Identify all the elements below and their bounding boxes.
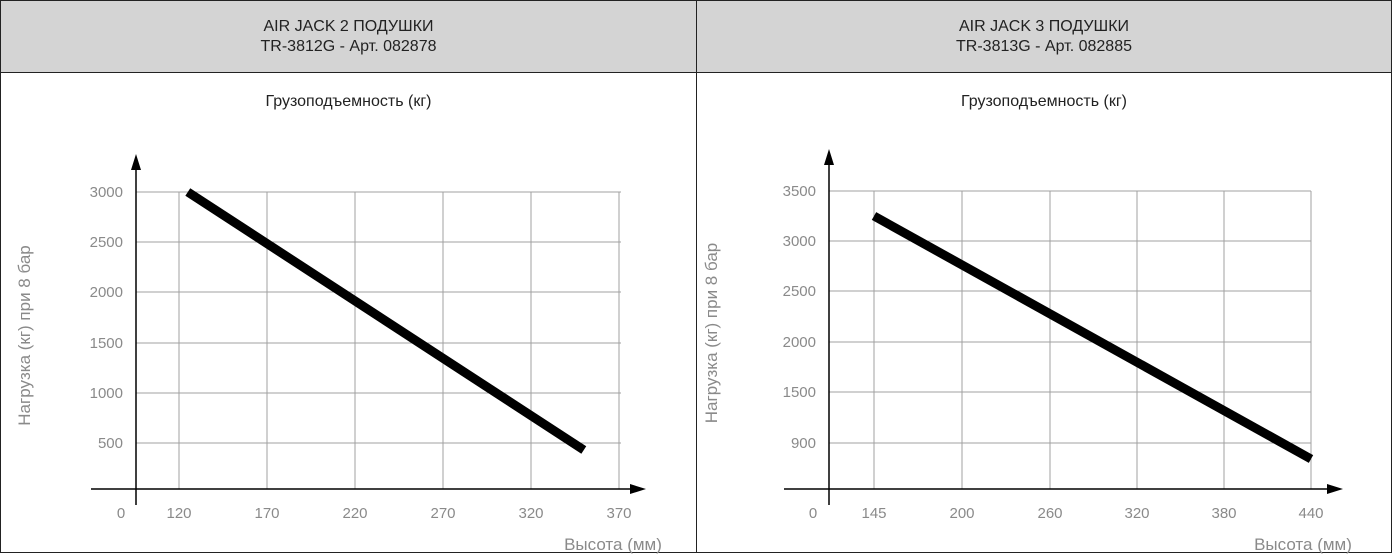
panel-header: AIR JACK 3 ПОДУШКИ TR-3813G - Арт. 08288… bbox=[697, 1, 1391, 73]
series-line bbox=[185, 188, 587, 454]
series-line bbox=[871, 212, 1314, 463]
x-tick-label: 370 bbox=[606, 505, 631, 522]
x-tick-label: 440 bbox=[1298, 505, 1323, 522]
y-axis-arrow-icon bbox=[824, 149, 834, 165]
chart-subtitle: Грузоподъемность (кг) bbox=[961, 93, 1127, 110]
y-axis-arrow-icon bbox=[131, 154, 141, 170]
x-tick-label: 320 bbox=[518, 505, 543, 522]
y-tick-label: 3500 bbox=[783, 183, 816, 200]
x-axis-arrow-icon bbox=[1327, 484, 1343, 494]
x-axis-arrow-icon bbox=[630, 484, 646, 494]
x-origin-label: 0 bbox=[809, 505, 817, 522]
x-tick-label: 270 bbox=[430, 505, 455, 522]
x-tick-label: 120 bbox=[166, 505, 191, 522]
x-axis-label: Высота (мм) bbox=[1254, 535, 1352, 554]
panel-title: AIR JACK 2 ПОДУШКИ bbox=[263, 17, 434, 35]
y-tick-label: 2500 bbox=[90, 234, 123, 251]
y-tick-label: 2000 bbox=[90, 284, 123, 301]
x-tick-label: 170 bbox=[254, 505, 279, 522]
chart-right: 145 200 260 320 380 440 0 900 1500 2000 2500 3000 35… bbox=[702, 149, 1352, 554]
x-tick-label: 200 bbox=[949, 505, 974, 522]
x-tick-label: 145 bbox=[861, 505, 886, 522]
panel-left: AIR JACK 2 ПОДУШКИ TR-3812G - Арт. 08287… bbox=[1, 1, 696, 554]
chart-subtitle: Грузоподъемность (кг) bbox=[265, 93, 432, 110]
panel-right: AIR JACK 3 ПОДУШКИ TR-3813G - Арт. 08288… bbox=[696, 1, 1391, 554]
panel-header: AIR JACK 2 ПОДУШКИ TR-3812G - Арт. 08287… bbox=[1, 1, 696, 73]
y-tick-label: 3000 bbox=[783, 233, 816, 250]
y-tick-label: 900 bbox=[791, 435, 816, 452]
x-tick-label: 320 bbox=[1124, 505, 1149, 522]
y-tick-label: 1500 bbox=[90, 335, 123, 352]
x-tick-label: 260 bbox=[1037, 505, 1062, 522]
y-axis-label: Нагрузка (кг) при 8 бар bbox=[15, 245, 34, 425]
y-tick-label: 1500 bbox=[783, 384, 816, 401]
y-tick-label: 1000 bbox=[90, 385, 123, 402]
y-tick-label: 3000 bbox=[90, 184, 123, 201]
y-axis-label: Нагрузка (кг) при 8 бар bbox=[702, 243, 721, 423]
x-origin-label: 0 bbox=[117, 505, 125, 522]
chart-left: 120 170 220 270 320 370 0 500 1000 1500 2000 2500 30… bbox=[15, 154, 662, 554]
panel-model: TR-3813G - Арт. 082885 bbox=[956, 37, 1132, 55]
grid bbox=[136, 191, 621, 489]
y-tick-label: 2500 bbox=[783, 283, 816, 300]
panel-title: AIR JACK 3 ПОДУШКИ bbox=[958, 17, 1130, 35]
x-tick-label: 380 bbox=[1211, 505, 1236, 522]
x-tick-label: 220 bbox=[342, 505, 367, 522]
panel-model: TR-3812G - Арт. 082878 bbox=[260, 37, 437, 55]
y-tick-label: 2000 bbox=[783, 334, 816, 351]
y-tick-label: 500 bbox=[98, 435, 123, 452]
x-axis-label: Высота (мм) bbox=[564, 535, 662, 554]
grid bbox=[829, 190, 1312, 489]
